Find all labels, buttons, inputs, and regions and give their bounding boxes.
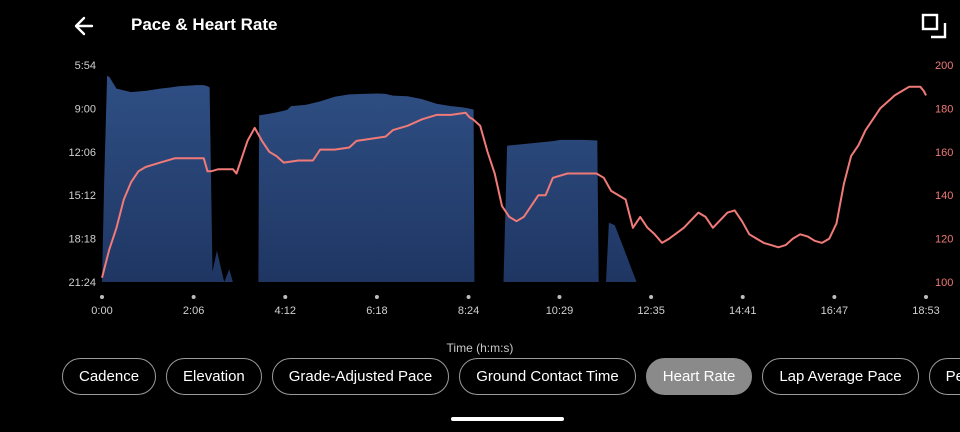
x-tick-mark (557, 295, 562, 299)
tab-heart-rate[interactable]: Heart Rate (645, 358, 753, 395)
x-tick-label: 16:47 (821, 305, 849, 317)
y-right-tick-label: 180 (935, 103, 953, 115)
x-tick-mark (649, 295, 654, 299)
y-right-tick-label: 160 (935, 147, 953, 159)
x-tick-mark (100, 295, 104, 299)
tab-lap-average-pace[interactable]: Lap Average Pace (762, 358, 919, 395)
x-tick-label: 14:41 (729, 305, 757, 317)
y-right-tick-label: 120 (935, 234, 953, 246)
y-left-tick-label: 15:12 (68, 190, 96, 202)
x-tick-mark (283, 295, 288, 299)
page-title: Pace & Heart Rate (131, 15, 278, 34)
x-axis-title: Time (h:m:s) (446, 341, 514, 355)
x-tick-label: 10:29 (546, 305, 574, 317)
x-tick-mark (374, 295, 379, 299)
x-tick-label: 8:24 (458, 305, 479, 317)
y-left-tick-label: 18:18 (68, 234, 96, 246)
x-tick-label: 18:53 (912, 305, 940, 317)
metric-tabs: Cadence Elevation Grade-Adjusted Pace Groun… (62, 358, 960, 396)
home-indicator[interactable] (451, 417, 564, 421)
pace-area-series (102, 75, 926, 282)
tab-ground-contact-time[interactable]: Ground Contact Time (459, 358, 636, 395)
arrow-left-icon (74, 16, 94, 36)
x-tick-label: 12:35 (637, 305, 665, 317)
x-tick-label: 2:06 (183, 305, 204, 317)
heart-rate-line-series (101, 85, 927, 278)
y-right-tick-label: 140 (935, 190, 953, 202)
tab-cadence[interactable]: Cadence (62, 358, 157, 395)
x-tick-mark (924, 295, 928, 299)
x-tick-label: 6:18 (366, 305, 387, 317)
y-left-tick-label: 5:54 (75, 60, 96, 72)
x-tick-mark (191, 295, 196, 299)
tab-perf[interactable]: Perf (928, 358, 960, 395)
y-left-tick-label: 12:06 (68, 147, 96, 159)
x-tick-mark (466, 295, 471, 299)
tab-elevation[interactable]: Elevation (166, 358, 262, 395)
x-tick-mark (832, 295, 837, 299)
back-button[interactable] (70, 12, 100, 40)
y-right-tick-label: 100 (935, 277, 953, 289)
header-bar: Pace & Heart Rate (0, 0, 960, 52)
tab-grade-adjusted-pace[interactable]: Grade-Adjusted Pace (271, 358, 450, 395)
y-left-tick-label: 21:24 (68, 277, 96, 289)
expand-icon (921, 13, 947, 39)
x-tick-label: 4:12 (275, 305, 296, 317)
y-right-tick-label: 200 (935, 60, 953, 72)
pace-heart-rate-chart[interactable]: 5:54 9:00 12:06 15:12 18:18 21:24 200 180 160 14… (0, 52, 960, 330)
x-tick-mark (740, 295, 745, 299)
y-left-tick-label: 9:00 (75, 103, 96, 115)
expand-button[interactable] (920, 12, 948, 40)
x-tick-label: 0:00 (91, 305, 112, 317)
